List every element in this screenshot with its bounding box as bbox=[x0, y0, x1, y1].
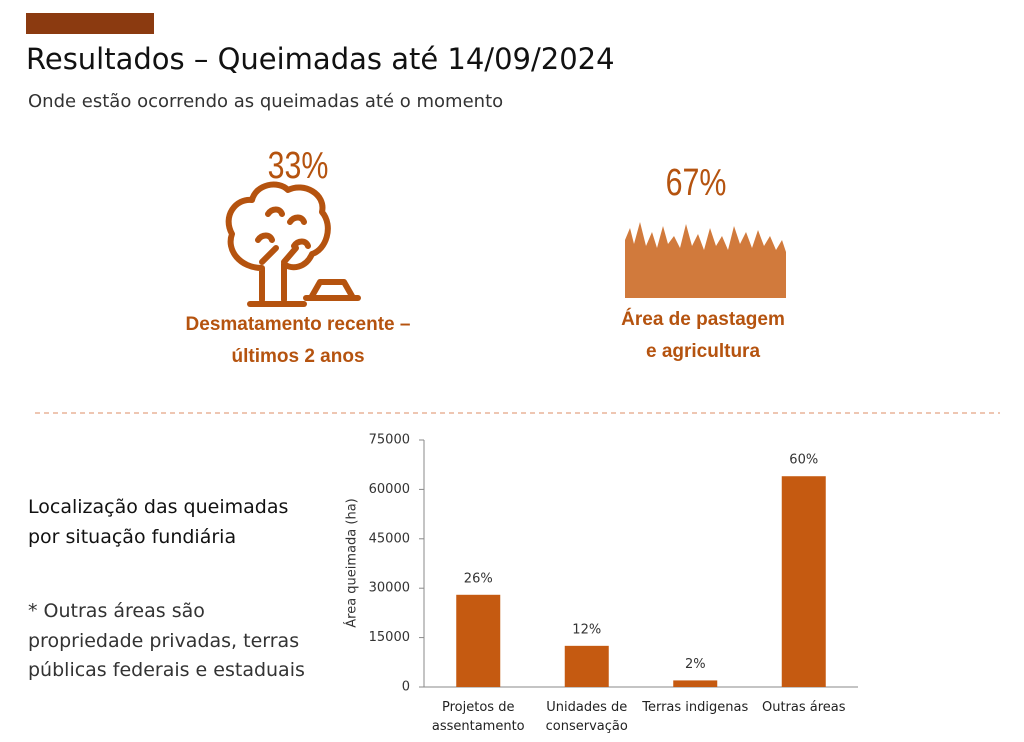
footnote-line: públicas federais e estaduais bbox=[28, 659, 305, 681]
section-title-line: por situação fundiária bbox=[28, 525, 237, 548]
y-tick-label: 0 bbox=[402, 680, 410, 695]
title: Resultados – Queimadas até 14/09/2024 bbox=[26, 42, 615, 76]
stat-label-line: e agricultura bbox=[645, 341, 761, 362]
y-tick-label: 60000 bbox=[369, 482, 410, 497]
bar bbox=[781, 476, 826, 687]
stat-label-line: Área de pastagem bbox=[621, 309, 785, 330]
footnote: * Outras áreas são propriedade privadas,… bbox=[28, 597, 305, 686]
stat-value: 33% bbox=[267, 145, 329, 187]
tree-icon bbox=[225, 181, 361, 307]
x-tick-label: Unidades de conservação bbox=[545, 700, 628, 734]
y-tick-label: 30000 bbox=[369, 581, 410, 596]
x-tick-label: Outras áreas bbox=[761, 700, 846, 715]
share-label: 26% bbox=[464, 571, 493, 586]
footnote-line: * Outras áreas são bbox=[28, 600, 205, 622]
share-label: 60% bbox=[789, 453, 818, 468]
bar bbox=[673, 680, 718, 687]
y-axis-label: Área queimada (ha) bbox=[344, 498, 360, 627]
share-label: 12% bbox=[572, 622, 601, 637]
y-tick-label: 15000 bbox=[369, 630, 410, 645]
stat-label: Área de pastagem e agricultura bbox=[553, 304, 853, 368]
x-tick-label: Projetos de assentamento bbox=[431, 700, 525, 734]
bar bbox=[456, 594, 501, 687]
stat-label-line: Desmatamento recente – bbox=[185, 314, 411, 335]
section-title-line: Localização das queimadas bbox=[28, 496, 289, 518]
bar bbox=[564, 645, 609, 687]
section-title: Localização das queimadas por situação f… bbox=[28, 493, 288, 552]
share-label: 2% bbox=[685, 657, 706, 672]
footnote-line: propriedade privadas, terras bbox=[28, 629, 300, 652]
subtitle: Onde estão ocorrendo as queimadas até o … bbox=[28, 91, 504, 112]
stat-value: 67% bbox=[665, 162, 727, 204]
stat-label-line: últimos 2 anos bbox=[231, 346, 365, 367]
x-tick-label: Terras indigenas bbox=[642, 700, 749, 715]
header-bar bbox=[26, 13, 154, 34]
stat-label: Desmatamento recente – últimos 2 anos bbox=[148, 309, 448, 373]
grass-icon bbox=[625, 222, 786, 298]
y-tick-label: 75000 bbox=[369, 433, 410, 448]
y-tick-label: 45000 bbox=[369, 531, 410, 546]
